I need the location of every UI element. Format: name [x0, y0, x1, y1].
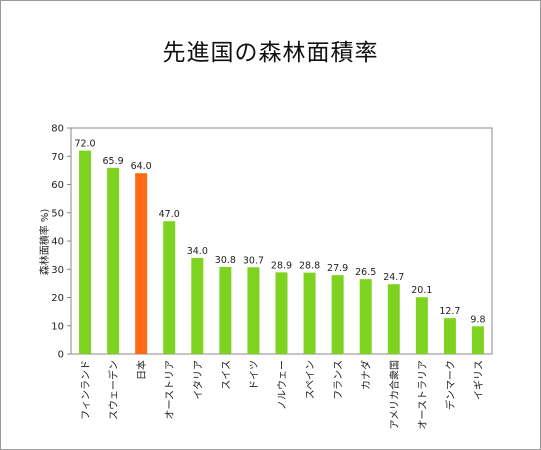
bar-3	[163, 221, 176, 354]
bar-14	[471, 326, 484, 354]
y-tick-label: 60	[51, 180, 64, 191]
data-label-9: 27.9	[327, 263, 348, 274]
bar-13	[443, 318, 456, 354]
y-axis-label: 森林面積率 %)	[38, 209, 51, 276]
y-tick-label: 80	[51, 124, 64, 135]
category-label-12: オーストラリア	[417, 360, 429, 430]
data-label-13: 12.7	[439, 306, 460, 317]
bar-8	[303, 272, 316, 354]
data-label-14: 9.8	[470, 314, 485, 325]
data-label-6: 30.7	[243, 255, 264, 266]
y-tick-label: 10	[51, 321, 64, 332]
bar-10	[359, 279, 372, 354]
category-label-4: イタリア	[192, 360, 204, 400]
y-tick-label: 50	[51, 208, 64, 219]
category-label-3: オーストリア	[164, 360, 176, 420]
bar-2	[135, 173, 148, 354]
y-tick-label: 40	[51, 237, 64, 248]
category-label-10: カナダ	[360, 360, 373, 390]
data-label-5: 30.8	[215, 255, 236, 266]
data-label-10: 26.5	[355, 267, 376, 278]
bar-9	[331, 275, 344, 354]
category-label-14: イギリス	[473, 360, 485, 400]
data-label-7: 28.9	[271, 260, 292, 271]
bar-11	[387, 284, 400, 354]
y-tick-label: 20	[51, 293, 64, 304]
bar-6	[247, 267, 260, 354]
bar-1	[107, 167, 120, 354]
y-tick-label: 70	[51, 152, 64, 163]
y-tick-label: 30	[51, 265, 64, 276]
category-label-5: スイス	[221, 360, 232, 390]
category-label-1: スウェーデン	[107, 360, 120, 420]
bar-5	[219, 266, 232, 354]
data-label-8: 28.8	[299, 261, 320, 272]
bar-4	[191, 257, 204, 354]
bar-7	[275, 272, 288, 354]
category-label-9: フランス	[333, 360, 345, 400]
category-label-2: 日本	[135, 360, 148, 380]
bar-12	[415, 297, 428, 354]
data-label-12: 20.1	[411, 285, 432, 296]
category-label-13: デンマーク	[444, 360, 457, 410]
data-label-3: 47.0	[159, 209, 180, 220]
y-tick-label: 0	[58, 350, 64, 361]
chart-title: 先進国の森林面積率	[162, 40, 379, 66]
data-label-11: 24.7	[383, 272, 404, 283]
data-label-0: 72.0	[74, 139, 95, 150]
data-label-2: 64.0	[131, 161, 152, 172]
category-label-0: フィンランド	[80, 360, 92, 420]
category-label-6: ドイツ	[249, 360, 260, 390]
data-label-1: 65.9	[103, 156, 124, 167]
bar-0	[79, 150, 92, 354]
category-label-8: スペイン	[306, 360, 317, 399]
data-label-4: 34.0	[187, 246, 208, 257]
category-label-7: ノルウェー	[277, 360, 289, 410]
category-label-11: アメリカ合衆国	[388, 360, 401, 430]
